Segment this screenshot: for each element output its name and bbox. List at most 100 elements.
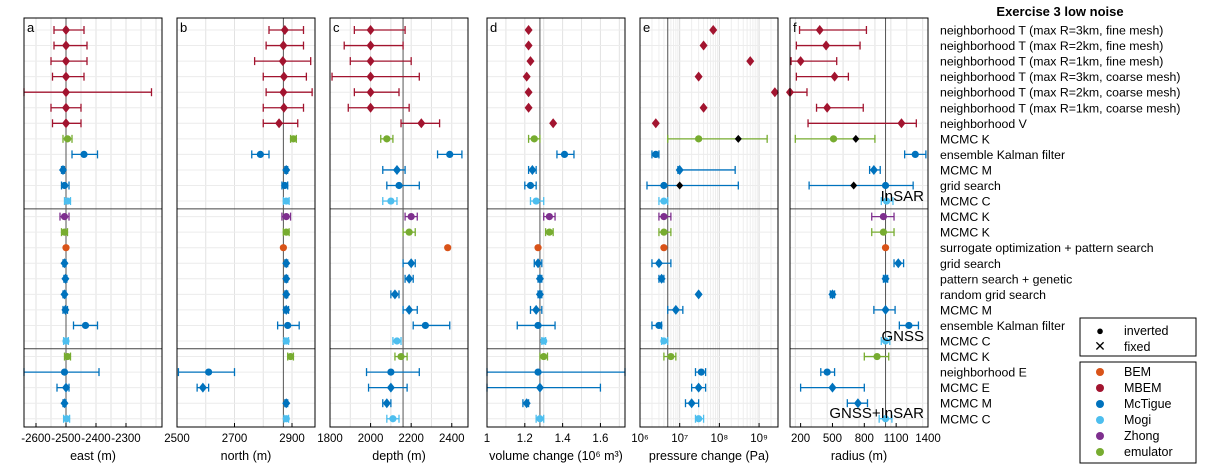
data-point — [417, 118, 426, 129]
legend-symbol: ✕ — [1094, 338, 1106, 354]
legend-swatch — [1096, 416, 1104, 424]
legend-label: BEM — [1124, 365, 1151, 379]
data-point — [881, 181, 890, 190]
data-point — [81, 321, 90, 330]
row-label: MCMC C — [940, 335, 991, 349]
data-point — [382, 398, 391, 409]
data-point — [282, 289, 291, 300]
data-point — [60, 368, 69, 376]
legend-swatch — [1096, 432, 1104, 440]
data-point — [654, 258, 663, 269]
data-point — [59, 164, 67, 175]
data-point — [63, 352, 72, 361]
data-point — [883, 197, 891, 205]
data-point — [405, 228, 413, 236]
data-point — [746, 56, 755, 67]
x-axis-label: depth (m) — [372, 449, 426, 463]
data-point — [695, 415, 703, 423]
data-point — [524, 102, 533, 113]
row-label: MCMC K — [940, 226, 991, 240]
data-point — [256, 150, 264, 158]
data-point — [282, 273, 291, 284]
data-point — [282, 304, 291, 315]
row-label: MCMC K — [940, 132, 991, 146]
data-point — [530, 135, 538, 143]
data-point — [366, 87, 375, 98]
tick-label: 1.4 — [555, 433, 572, 445]
data-point — [282, 398, 291, 409]
row-label: grid search — [940, 257, 1001, 271]
data-point — [63, 415, 71, 423]
tick-label: 2900 — [279, 433, 305, 445]
data-point — [279, 71, 288, 82]
data-point — [881, 337, 890, 345]
data-point — [709, 25, 718, 35]
tick-label: 2700 — [222, 433, 248, 445]
data-point — [549, 118, 558, 129]
data-point — [279, 102, 288, 113]
panels-group: a -2600 -2500 -2400 -2300 east (m) b 2500 2700 29… — [21, 17, 941, 463]
data-point — [524, 25, 533, 35]
legend-label: inverted — [1124, 324, 1169, 338]
data-point — [822, 40, 831, 51]
data-point — [687, 398, 696, 409]
data-point — [881, 273, 890, 284]
x-axis-label: radius (m) — [831, 449, 887, 463]
row-label: neighborhood T (max R=2km, coarse mesh) — [940, 86, 1180, 100]
tick-label: 2500 — [164, 433, 190, 445]
data-point — [281, 181, 289, 190]
data-point — [62, 71, 70, 82]
panel-f: f 200 500 800 1100 1400 radius (m) — [786, 17, 941, 463]
tick-label: 1400 — [915, 433, 941, 445]
panel-c: c 1800 2000 2200 2400 depth (m) — [317, 17, 469, 463]
panel-d: d 1 1.2 1.4 1.6 volume change (10⁶ m³) — [484, 17, 626, 463]
data-point — [560, 150, 569, 158]
data-point — [282, 213, 290, 221]
data-point — [284, 321, 292, 330]
data-point — [526, 181, 535, 190]
data-point — [660, 181, 668, 190]
legend-symbol: ● — [1096, 323, 1104, 338]
data-point — [63, 135, 72, 143]
x-axis-label: pressure change (Pa) — [649, 449, 769, 463]
row-label: random grid search — [940, 288, 1046, 302]
data-point — [386, 382, 395, 393]
data-point — [61, 304, 70, 315]
tick-label: 1800 — [317, 433, 343, 445]
data-point — [695, 135, 703, 143]
legend-swatch — [1096, 368, 1104, 376]
tick-label: 10⁹ — [750, 433, 768, 445]
data-point — [699, 40, 708, 51]
data-point — [395, 181, 403, 190]
data-point — [657, 273, 666, 284]
x-axis-label: north (m) — [221, 449, 272, 463]
legend-swatch — [1096, 448, 1104, 456]
data-point — [879, 213, 888, 221]
data-point — [660, 337, 668, 345]
row-label: neighborhood V — [940, 117, 1028, 131]
row-label: neighborhood T (max R=3km, coarse mesh) — [940, 70, 1180, 84]
tick-label: 800 — [855, 433, 874, 445]
data-point — [540, 337, 548, 345]
data-point — [383, 135, 391, 143]
data-point — [534, 321, 542, 330]
row-label: neighborhood E — [940, 366, 1027, 380]
legend-markers: ● inverted ✕ fixed — [1079, 317, 1197, 357]
data-point — [660, 213, 668, 221]
data-point — [205, 368, 213, 376]
row-label: neighborhood T (max R=1km, fine mesh) — [940, 55, 1163, 69]
data-point — [770, 87, 779, 98]
data-point — [699, 102, 708, 113]
axes-frame — [639, 17, 779, 428]
data-point — [275, 118, 284, 129]
data-point — [80, 150, 88, 158]
data-point — [366, 25, 375, 35]
data-point — [535, 289, 544, 300]
legend-label: fixed — [1124, 340, 1150, 354]
data-point — [389, 415, 397, 423]
panel-letter: b — [180, 20, 187, 35]
axes-frame — [486, 17, 626, 428]
data-point — [532, 304, 541, 315]
data-point — [62, 102, 70, 113]
legend-label: MBEM — [1124, 381, 1162, 395]
